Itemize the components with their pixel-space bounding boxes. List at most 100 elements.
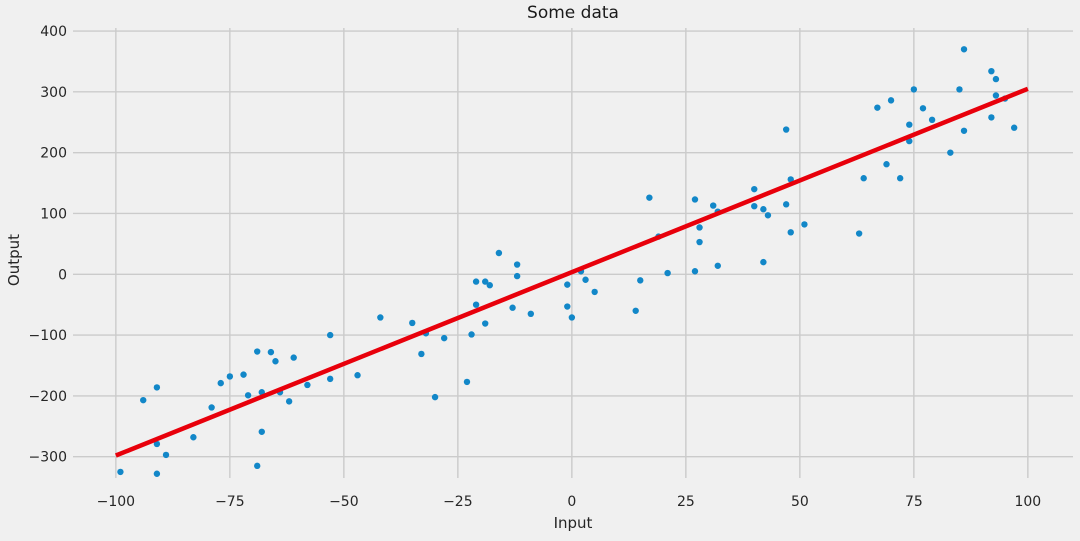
x-tick-label: −25 xyxy=(443,494,473,510)
data-point xyxy=(254,348,261,355)
data-point xyxy=(285,398,293,405)
data-point xyxy=(472,278,480,285)
data-point xyxy=(992,92,1000,99)
y-tick-label: 0 xyxy=(58,267,67,283)
data-point xyxy=(874,104,881,111)
data-point xyxy=(153,470,161,477)
data-point xyxy=(860,175,867,182)
data-point xyxy=(272,358,279,365)
y-tick-label: 200 xyxy=(40,146,67,162)
data-point xyxy=(751,202,758,210)
data-point xyxy=(714,262,721,269)
data-point xyxy=(354,372,361,379)
x-tick-label: −100 xyxy=(97,494,135,510)
data-point xyxy=(637,277,644,284)
trend-line xyxy=(115,86,1029,458)
data-point xyxy=(463,378,471,386)
data-point xyxy=(960,127,968,134)
chart-title: Some data xyxy=(527,3,619,23)
data-point xyxy=(482,320,489,327)
data-point xyxy=(764,212,772,219)
data-point xyxy=(887,97,895,104)
y-tick-label: 100 xyxy=(40,206,67,222)
data-point xyxy=(691,268,699,275)
y-tick-label: 300 xyxy=(40,85,67,101)
data-point xyxy=(409,319,416,327)
y-tick-label: 400 xyxy=(40,24,67,40)
data-point xyxy=(190,434,197,441)
x-tick-label: 0 xyxy=(567,494,576,510)
data-point xyxy=(267,348,275,356)
data-point xyxy=(760,206,767,213)
data-point xyxy=(486,282,493,289)
data-point xyxy=(117,468,124,476)
data-point xyxy=(153,384,161,391)
data-point xyxy=(468,331,475,338)
data-point xyxy=(696,238,703,246)
data-point xyxy=(290,354,297,361)
data-point xyxy=(988,114,995,121)
data-point xyxy=(140,396,147,404)
data-point xyxy=(928,116,936,124)
data-point xyxy=(377,314,384,321)
y-tick-label: −200 xyxy=(29,389,67,405)
data-point xyxy=(947,149,954,156)
data-point xyxy=(855,230,863,237)
data-point xyxy=(896,175,904,182)
data-point xyxy=(696,224,703,231)
data-point xyxy=(782,201,790,208)
data-point xyxy=(564,281,571,288)
data-point xyxy=(591,288,598,296)
data-point xyxy=(801,221,808,228)
data-point xyxy=(527,310,535,318)
data-point xyxy=(513,272,521,280)
data-point xyxy=(509,304,516,311)
x-tick-label: 50 xyxy=(791,494,809,510)
data-point xyxy=(564,303,571,310)
x-axis-label: Input xyxy=(553,514,593,532)
data-point xyxy=(208,404,215,411)
data-point xyxy=(664,269,671,277)
data-point xyxy=(910,86,918,93)
data-point xyxy=(326,331,334,339)
data-point xyxy=(691,196,699,203)
data-point xyxy=(254,462,261,470)
data-point xyxy=(760,258,767,266)
x-tick-label: −50 xyxy=(329,494,359,510)
data-point xyxy=(956,86,963,93)
data-point xyxy=(482,278,489,285)
data-point xyxy=(906,121,913,128)
data-point xyxy=(751,185,758,193)
data-point xyxy=(431,393,439,401)
data-point xyxy=(988,67,995,75)
data-point xyxy=(258,428,265,435)
y-tick-label: −100 xyxy=(29,328,67,344)
y-axis-label: Output xyxy=(5,233,23,287)
data-point xyxy=(226,373,234,380)
x-tick-label: 25 xyxy=(677,494,695,510)
data-point xyxy=(217,379,224,387)
x-tick-label: −75 xyxy=(215,494,245,510)
data-point xyxy=(440,334,448,342)
data-point xyxy=(418,350,425,358)
data-point xyxy=(1010,124,1018,131)
data-point xyxy=(919,105,927,112)
data-point xyxy=(240,371,247,378)
data-point xyxy=(568,314,576,321)
x-tick-label: 75 xyxy=(905,494,923,510)
data-point xyxy=(472,301,480,308)
x-tick-label: 100 xyxy=(1014,494,1041,510)
data-point xyxy=(304,381,311,389)
data-point xyxy=(162,451,170,459)
data-point xyxy=(992,75,1000,83)
data-point xyxy=(782,126,790,133)
data-point xyxy=(960,46,968,53)
data-point xyxy=(646,194,653,201)
data-point xyxy=(710,202,717,209)
y-tick-label: −300 xyxy=(29,450,67,466)
data-point xyxy=(632,307,639,314)
data-point xyxy=(153,440,161,448)
data-point xyxy=(513,261,521,268)
